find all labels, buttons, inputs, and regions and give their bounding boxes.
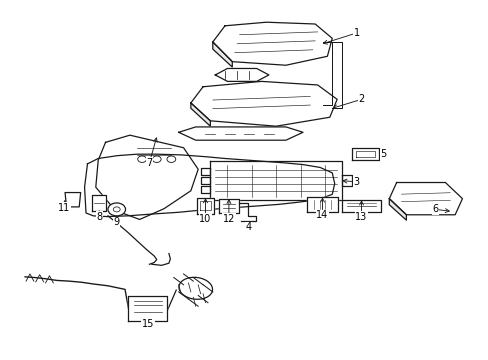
Polygon shape [92, 195, 106, 211]
Polygon shape [215, 68, 268, 81]
Circle shape [138, 156, 146, 162]
Polygon shape [341, 175, 351, 186]
Circle shape [166, 156, 175, 162]
Polygon shape [306, 197, 337, 212]
Text: 9: 9 [113, 217, 120, 227]
Circle shape [113, 207, 120, 212]
Ellipse shape [179, 277, 212, 299]
Polygon shape [196, 198, 214, 214]
Text: 12: 12 [222, 200, 235, 224]
Text: 13: 13 [355, 201, 367, 221]
Text: 5: 5 [379, 149, 386, 159]
Polygon shape [190, 81, 336, 126]
Circle shape [108, 203, 125, 216]
Polygon shape [200, 186, 210, 193]
Polygon shape [388, 183, 462, 215]
Text: 7: 7 [146, 138, 157, 168]
Polygon shape [212, 22, 331, 65]
Text: 10: 10 [199, 199, 211, 224]
Text: 6: 6 [432, 204, 448, 215]
Polygon shape [84, 154, 334, 217]
Polygon shape [219, 199, 238, 213]
Polygon shape [388, 199, 406, 220]
Polygon shape [178, 127, 303, 140]
Text: 4: 4 [245, 222, 251, 232]
Polygon shape [212, 42, 232, 67]
Text: 14: 14 [316, 198, 328, 220]
Polygon shape [200, 177, 210, 184]
Text: 8: 8 [96, 211, 102, 221]
Circle shape [152, 156, 161, 162]
Polygon shape [200, 168, 210, 175]
Text: 15: 15 [142, 319, 154, 329]
Polygon shape [210, 161, 341, 201]
Polygon shape [341, 200, 380, 212]
Polygon shape [128, 296, 167, 321]
Polygon shape [65, 193, 81, 207]
Text: 11: 11 [58, 201, 70, 213]
Polygon shape [351, 148, 378, 160]
Polygon shape [96, 135, 198, 220]
Text: 2: 2 [332, 94, 364, 109]
Text: 3: 3 [342, 177, 359, 187]
Polygon shape [190, 103, 210, 126]
Text: 1: 1 [323, 28, 359, 44]
